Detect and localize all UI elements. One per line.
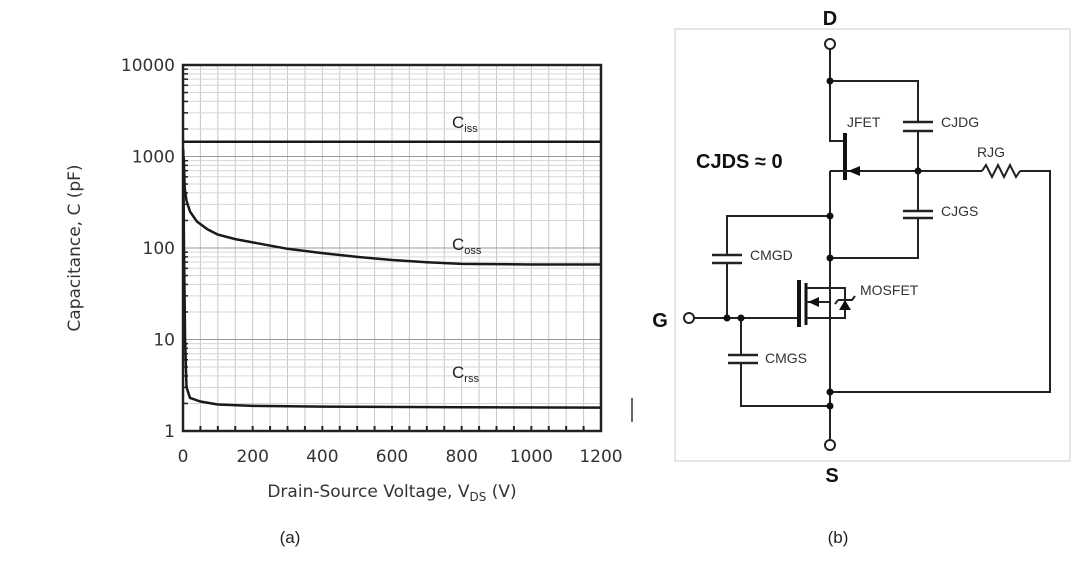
- y-tick-label: 100: [143, 239, 175, 259]
- axis-ticks: 1 10 100 1000 10000 0 200 400 600 800 1000 1200: [121, 56, 623, 467]
- cmgs-label: CMGS: [765, 350, 807, 366]
- drain-label: D: [823, 8, 837, 30]
- gate-label: G: [652, 310, 668, 332]
- series-label-iss: Ciss: [452, 113, 478, 135]
- drain-terminal: [824, 38, 836, 50]
- x-tick-label: 600: [376, 447, 408, 467]
- panel-label-b: (b): [828, 528, 849, 547]
- panel-label-a: (a): [280, 528, 301, 547]
- y-tick-label: 10000: [121, 56, 175, 76]
- x-tick-label: 200: [236, 447, 268, 467]
- body-diode: [839, 300, 851, 310]
- cjds-annotation: CJDS ≈ 0: [696, 151, 783, 173]
- x-tick-label: 1200: [579, 447, 622, 467]
- mosfet-label: MOSFET: [860, 282, 919, 298]
- cmgd-label: CMGD: [750, 247, 793, 263]
- rjg-resistor: [981, 162, 1021, 180]
- y-tick-label: 1000: [132, 148, 175, 168]
- gate-terminal: [683, 312, 695, 324]
- series-line-rss: [182, 149, 602, 409]
- rjg-label: RJG: [977, 144, 1005, 160]
- x-axis-label: Drain-Source Voltage, VDS (V): [267, 482, 516, 504]
- series-label-oss: Coss: [452, 235, 482, 257]
- series-lines: [182, 140, 602, 409]
- diagram-frame: [674, 28, 1071, 462]
- x-tick-label: 0: [178, 447, 189, 467]
- y-tick-label: 10: [153, 331, 175, 351]
- x-tick-label: 800: [445, 447, 477, 467]
- mosfet-body-arrow: [808, 297, 819, 307]
- circuit-diagram: D G S CJDS ≈ 0 JFET CJDG RJG CJGS CMGD M…: [652, 8, 1071, 547]
- x-tick-label: 1000: [510, 447, 553, 467]
- source-terminal: [824, 439, 836, 451]
- grid: [183, 64, 601, 432]
- cjdg-label: CJDG: [941, 114, 979, 130]
- x-tick-label: 400: [306, 447, 338, 467]
- y-tick-label: 1: [164, 422, 175, 442]
- series-line-oss: [182, 156, 601, 266]
- capacitance-chart: 1 10 100 1000 10000 0 200 400 600 800 1000 1200 Cis…: [65, 56, 633, 547]
- jfet-label: JFET: [847, 114, 881, 130]
- cjgs-label: CJGS: [941, 203, 978, 219]
- series-label-rss: Crss: [452, 363, 479, 385]
- jfet-gate-arrow: [848, 166, 860, 176]
- source-label: S: [825, 465, 838, 487]
- junction-dots: [723, 77, 922, 410]
- y-axis-label: Capacitance, C (pF): [65, 164, 85, 331]
